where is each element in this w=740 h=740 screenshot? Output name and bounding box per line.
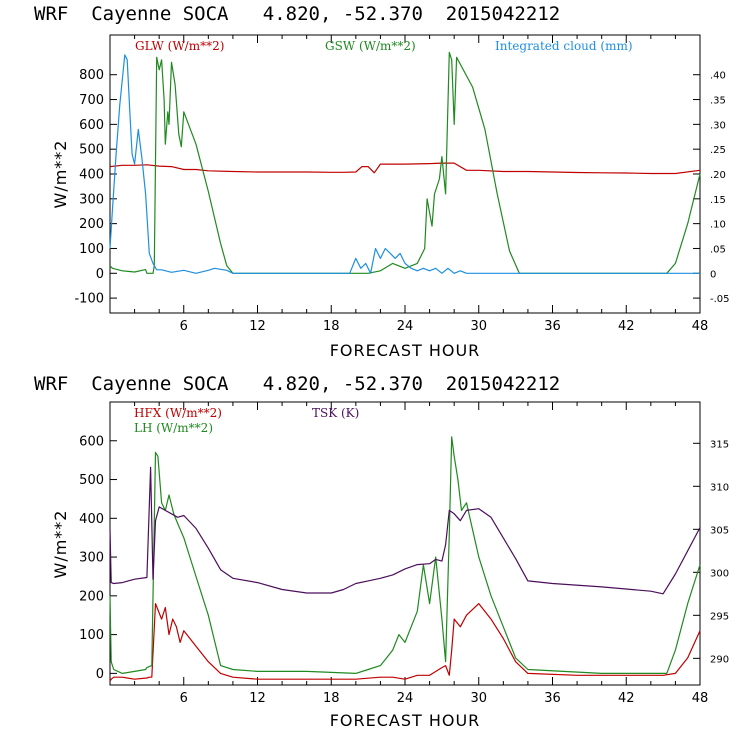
x-tick-label: 30 bbox=[470, 691, 487, 706]
right-tick-label: .30 bbox=[710, 120, 726, 131]
chart-bottom-ylabel: W/m**2 bbox=[51, 510, 70, 579]
legend-entry: Integrated cloud (mm) bbox=[495, 39, 633, 53]
x-tick-label: 36 bbox=[544, 691, 561, 706]
right-tick-label: 305 bbox=[710, 525, 729, 536]
y-tick-label: 0 bbox=[96, 667, 104, 682]
y-tick-label: 400 bbox=[79, 512, 104, 527]
x-tick-label: 12 bbox=[249, 691, 266, 706]
y-tick-label: 500 bbox=[79, 143, 104, 158]
x-tick-label: 6 bbox=[180, 691, 188, 706]
x-tick-label: 12 bbox=[249, 319, 266, 334]
chart-top-title: WRF Cayenne SOCA 4.820, -52.370 20150422… bbox=[34, 3, 560, 25]
x-tick-label: 36 bbox=[544, 319, 561, 334]
chart-bottom-x-ticks: 6 12 18 24 30 36 42 48 bbox=[134, 402, 709, 706]
chart-top-ylabel: W/m**2 bbox=[51, 140, 70, 209]
chart-bottom-title: WRF Cayenne SOCA 4.820, -52.370 20150422… bbox=[34, 373, 560, 395]
right-tick-label: .15 bbox=[710, 195, 726, 206]
right-tick-label: .35 bbox=[710, 96, 726, 107]
y-tick-label: -100 bbox=[74, 292, 104, 307]
chart-top: WRF Cayenne SOCA 4.820, -52.370 20150422… bbox=[34, 3, 730, 360]
y-tick-label: 600 bbox=[79, 118, 104, 133]
chart-top-y-ticks: -100 0 100 200 300 400 500 600 700 800 bbox=[74, 68, 117, 307]
chart-bottom-y-ticks: 0 100 200 300 400 500 600 bbox=[79, 434, 117, 682]
x-tick-label: 6 bbox=[180, 319, 188, 334]
y-tick-label: 100 bbox=[79, 628, 104, 643]
right-tick-label: .20 bbox=[710, 170, 726, 181]
y-tick-label: 100 bbox=[79, 242, 104, 257]
chart-bottom-series bbox=[109, 436, 701, 682]
chart-bottom-right-ticks: 290 295 300 305 310 315 bbox=[693, 439, 729, 665]
series-line-gsw bbox=[109, 51, 701, 274]
chart-top-x-ticks: 6 12 18 24 30 36 42 48 bbox=[134, 35, 709, 334]
x-tick-label: 48 bbox=[692, 691, 709, 706]
y-tick-label: 200 bbox=[79, 217, 104, 232]
y-tick-label: 600 bbox=[79, 434, 104, 449]
right-tick-label: .40 bbox=[710, 71, 726, 82]
chart-top-legend: GLW (W/m**2) GSW (W/m**2) Integrated cloud… bbox=[135, 39, 633, 53]
y-tick-label: 800 bbox=[79, 68, 104, 83]
y-tick-label: 300 bbox=[79, 551, 104, 566]
chart-bottom-legend: HFX (W/m**2)LH (W/m**2) TSK (K) bbox=[134, 406, 359, 435]
right-tick-label: .05 bbox=[710, 244, 726, 255]
right-tick-label: 295 bbox=[710, 611, 729, 622]
series-line-lh bbox=[109, 436, 701, 674]
y-tick-label: 200 bbox=[79, 589, 104, 604]
legend-entry: LH (W/m**2) bbox=[134, 421, 213, 435]
chart-top-xlabel: FORECAST HOUR bbox=[330, 341, 481, 360]
y-tick-label: 700 bbox=[79, 93, 104, 108]
x-tick-label: 42 bbox=[618, 691, 635, 706]
legend-entry: GSW (W/m**2) bbox=[325, 39, 416, 53]
y-tick-label: 400 bbox=[79, 168, 104, 183]
legend-entry: GLW (W/m**2) bbox=[135, 39, 224, 53]
x-tick-label: 30 bbox=[470, 319, 487, 334]
series-line-tsk bbox=[109, 466, 701, 595]
right-tick-label: -.05 bbox=[710, 294, 730, 305]
right-tick-label: .10 bbox=[710, 220, 726, 231]
right-tick-label: 300 bbox=[710, 568, 729, 579]
x-tick-label: 48 bbox=[692, 319, 709, 334]
y-tick-label: 0 bbox=[96, 267, 104, 282]
x-tick-label: 42 bbox=[618, 319, 635, 334]
right-tick-label: 290 bbox=[710, 654, 729, 665]
x-tick-label: 18 bbox=[323, 691, 340, 706]
chart-bottom: WRF Cayenne SOCA 4.820, -52.370 20150422… bbox=[34, 373, 729, 730]
right-tick-label: .25 bbox=[710, 145, 726, 156]
series-line-integrated-cloud bbox=[109, 54, 700, 274]
right-tick-label: 310 bbox=[710, 482, 729, 493]
x-tick-label: 24 bbox=[397, 691, 414, 706]
x-tick-label: 18 bbox=[323, 319, 340, 334]
series-line-hfx bbox=[109, 603, 701, 682]
chart-top-series bbox=[109, 51, 701, 274]
legend-entry: HFX (W/m**2) bbox=[134, 406, 222, 420]
x-tick-label: 24 bbox=[397, 319, 414, 334]
right-tick-label: 315 bbox=[710, 439, 729, 450]
y-tick-label: 300 bbox=[79, 192, 104, 207]
chart-bottom-xlabel: FORECAST HOUR bbox=[330, 711, 481, 730]
series-line-glw bbox=[109, 162, 701, 175]
chart-top-right-ticks: -.05 0 .05 .10 .15 .20 .25 .30 .35 .40 bbox=[693, 71, 730, 305]
legend-entry: TSK (K) bbox=[312, 406, 359, 420]
y-tick-label: 500 bbox=[79, 473, 104, 488]
chart-top-frame bbox=[109, 34, 701, 314]
right-tick-label: 0 bbox=[710, 269, 716, 280]
